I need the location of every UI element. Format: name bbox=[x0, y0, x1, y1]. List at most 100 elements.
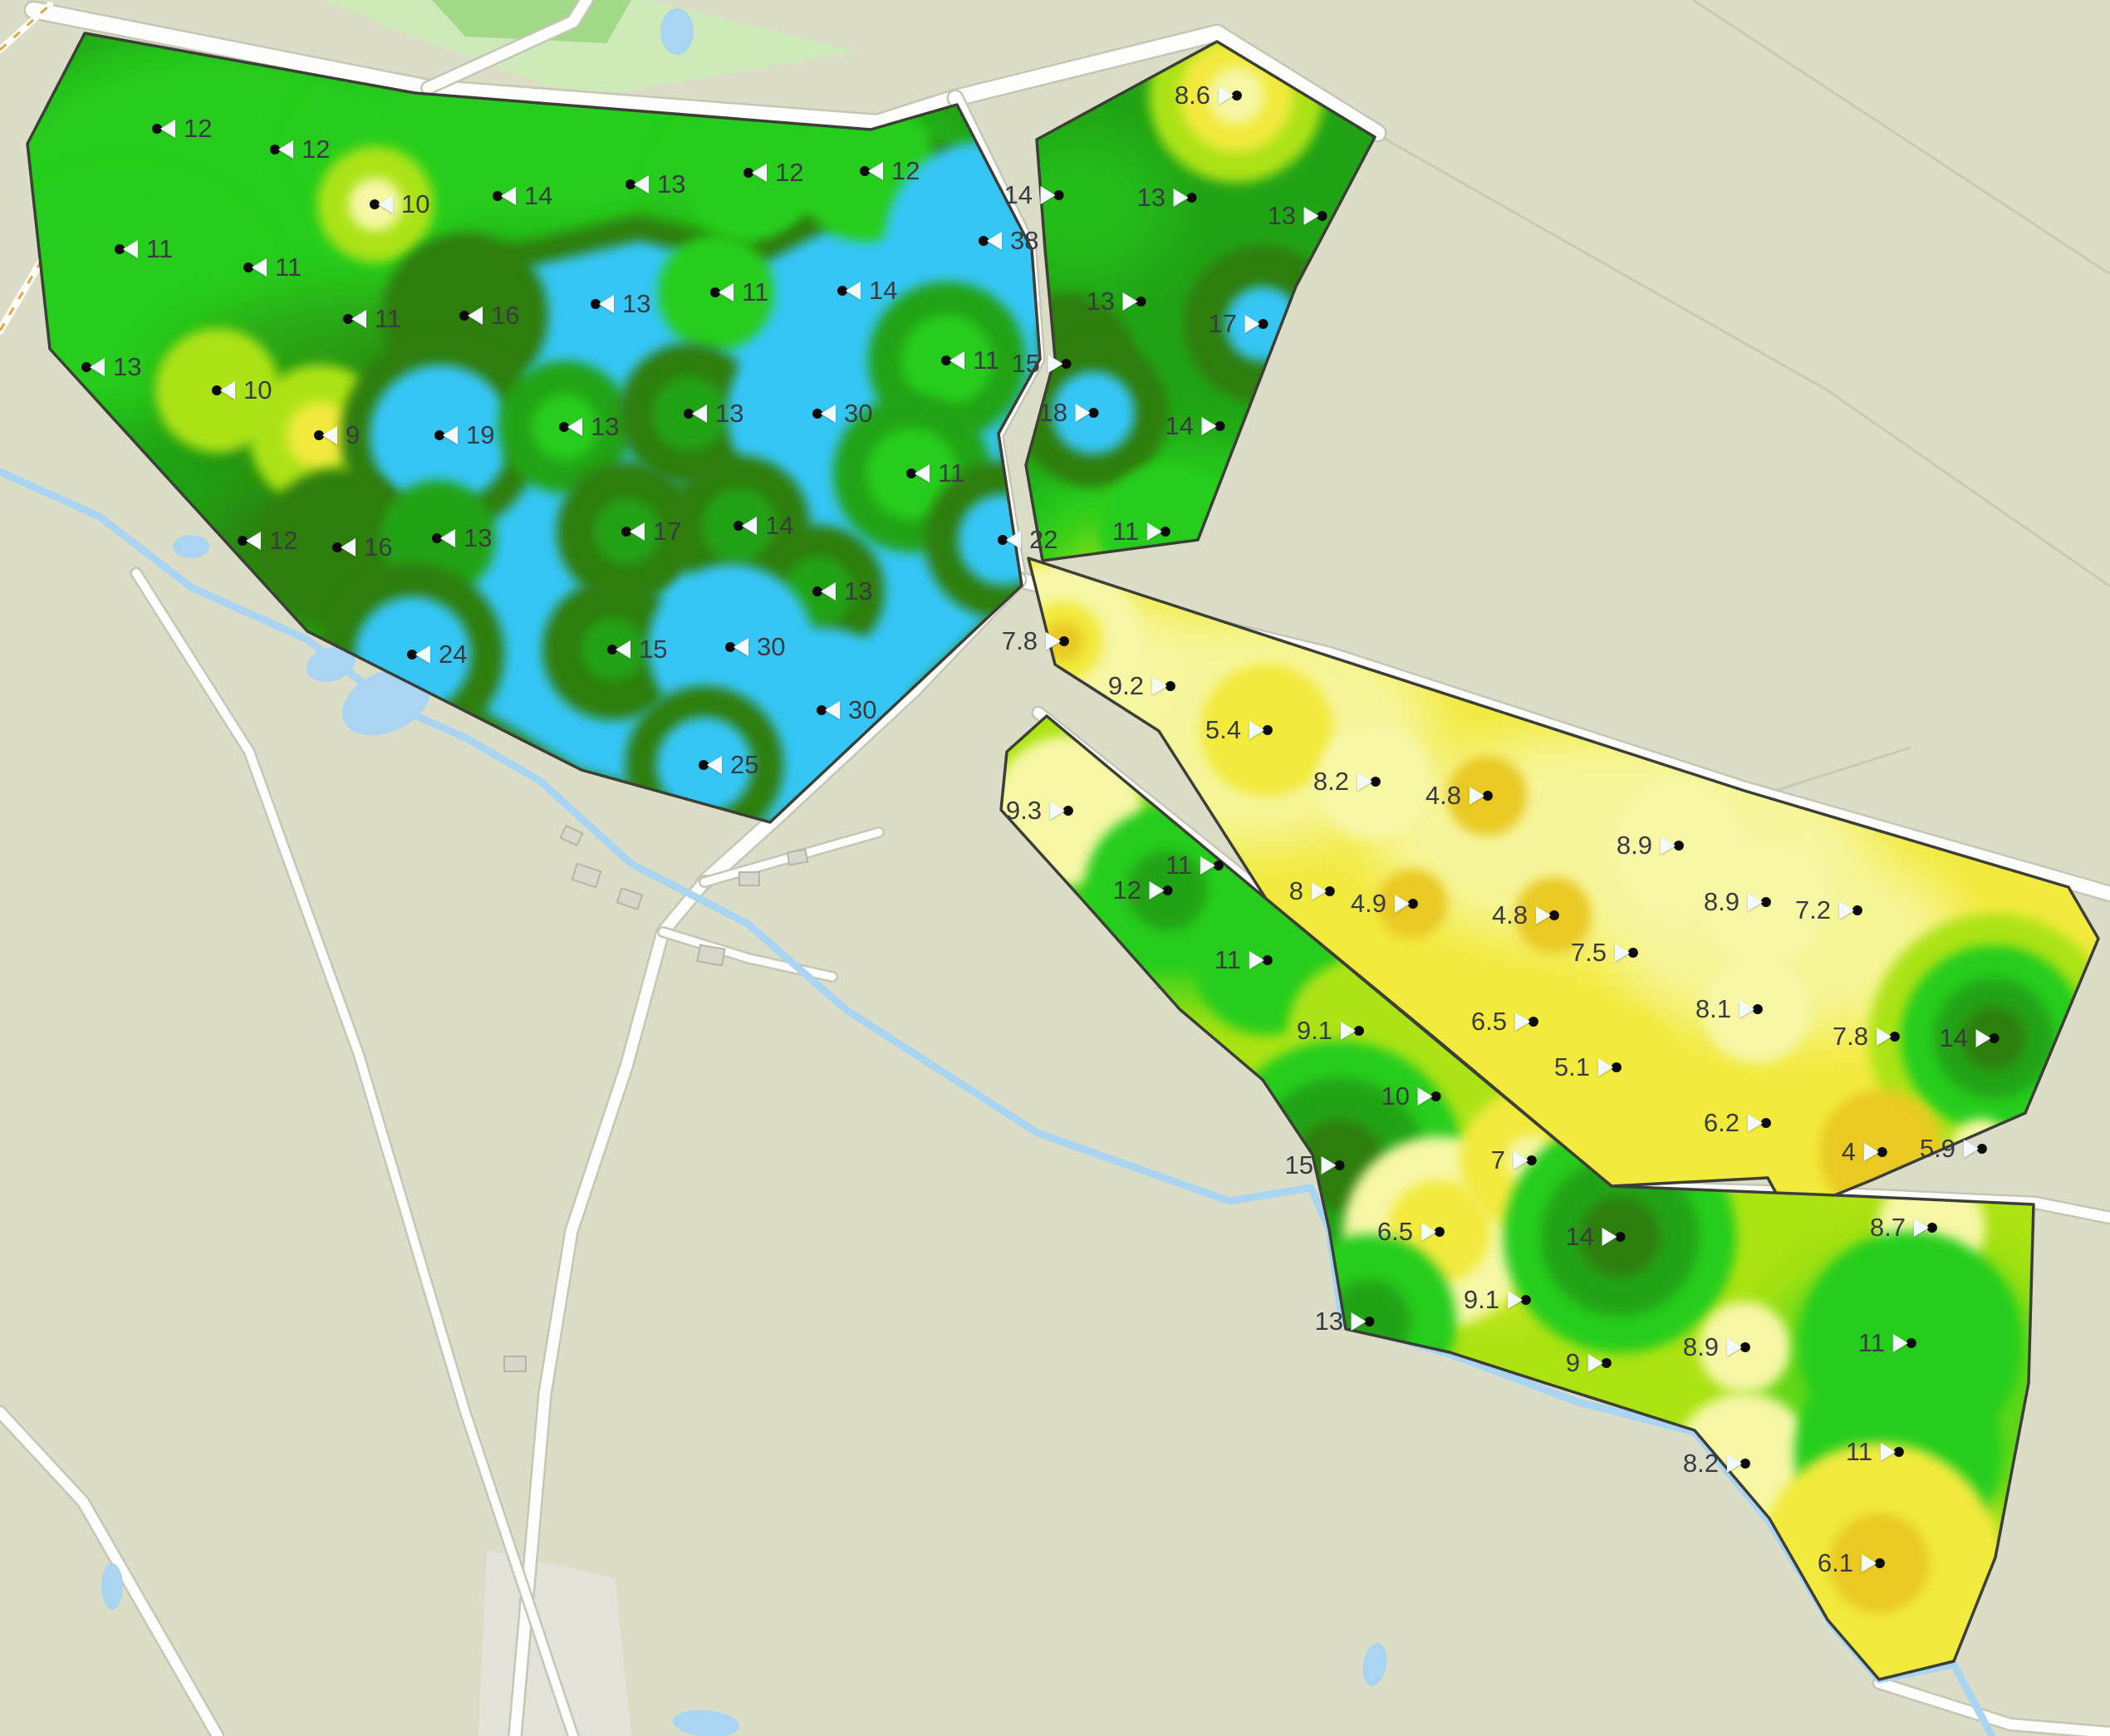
pond bbox=[173, 535, 209, 558]
triangle-left-icon bbox=[734, 638, 748, 656]
data-point-marker[interactable]: 13 bbox=[591, 289, 656, 334]
data-point-marker[interactable]: 8.1 bbox=[1695, 994, 1824, 1039]
data-point-marker[interactable]: 7.8 bbox=[1833, 1022, 1961, 1067]
triangle-right-icon bbox=[1661, 836, 1676, 855]
data-point-marker[interactable]: 11 bbox=[343, 304, 407, 349]
data-point-marker[interactable]: 4.8 bbox=[1492, 900, 1621, 945]
data-point-marker[interactable]: 8.9 bbox=[1683, 1332, 1812, 1377]
data-point-marker[interactable]: 9.1 bbox=[1464, 1285, 1592, 1330]
data-point-marker[interactable]: 13 bbox=[81, 352, 147, 397]
data-point-marker[interactable]: 15 bbox=[607, 635, 673, 679]
data-point-marker[interactable]: 9.2 bbox=[1108, 671, 1237, 716]
data-point-marker[interactable]: 12 bbox=[1113, 875, 1227, 920]
data-point-marker[interactable]: 5.9 bbox=[1920, 1134, 2049, 1179]
data-point-marker[interactable]: 14 bbox=[493, 181, 558, 226]
data-point-marker[interactable]: 14 bbox=[1566, 1222, 1680, 1267]
data-point-marker[interactable]: 5.4 bbox=[1205, 715, 1334, 760]
data-point-marker[interactable]: 15 bbox=[1012, 349, 1126, 394]
data-point-marker[interactable]: 8.2 bbox=[1313, 767, 1442, 812]
data-point-marker[interactable]: 13 bbox=[432, 523, 498, 568]
data-point-marker[interactable]: 30 bbox=[817, 695, 882, 740]
data-point-marker[interactable]: 11 bbox=[1846, 1437, 1956, 1482]
data-point-marker[interactable]: 14 bbox=[734, 511, 799, 556]
data-point-marker[interactable]: 13 bbox=[1087, 287, 1200, 331]
data-point-marker[interactable]: 16 bbox=[332, 532, 398, 577]
point-dot bbox=[1602, 1358, 1612, 1368]
data-point-marker[interactable]: 9.3 bbox=[1006, 796, 1135, 841]
data-point-marker[interactable]: 9.1 bbox=[1297, 1016, 1425, 1061]
data-point-marker[interactable]: 13 bbox=[1315, 1307, 1429, 1351]
data-point-marker[interactable]: 5.1 bbox=[1554, 1052, 1683, 1097]
data-point-marker[interactable]: 10 bbox=[212, 375, 277, 420]
data-point-marker[interactable]: 12 bbox=[270, 135, 336, 179]
point-value: 8.2 bbox=[1682, 1449, 1719, 1478]
data-point-marker[interactable]: 13 bbox=[812, 576, 878, 621]
data-point-marker[interactable]: 7.5 bbox=[1571, 938, 1700, 983]
data-point-marker[interactable]: 38 bbox=[979, 226, 1044, 271]
data-point-marker[interactable]: 13 bbox=[1137, 183, 1251, 228]
point-value: 12 bbox=[891, 156, 920, 185]
data-point-marker[interactable]: 22 bbox=[998, 525, 1063, 570]
data-point-marker[interactable]: 14 bbox=[837, 276, 903, 321]
data-point-marker[interactable]: 12 bbox=[238, 526, 303, 571]
data-point-marker[interactable]: 11 bbox=[1112, 517, 1223, 562]
triangle-right-icon bbox=[1514, 1151, 1529, 1170]
data-point-marker[interactable]: 6.5 bbox=[1377, 1217, 1506, 1262]
point-value: 14 bbox=[869, 276, 898, 305]
data-point-marker[interactable]: 12 bbox=[743, 158, 809, 203]
data-point-marker[interactable]: 25 bbox=[699, 750, 764, 795]
data-point-marker[interactable]: 16 bbox=[459, 301, 525, 346]
data-point-marker[interactable]: 7.8 bbox=[1002, 626, 1131, 671]
data-point-marker[interactable]: 30 bbox=[725, 632, 791, 677]
data-point-marker[interactable]: 11 bbox=[115, 234, 179, 279]
data-point-marker[interactable]: 17 bbox=[621, 517, 687, 562]
data-point-marker[interactable]: 14 bbox=[1940, 1023, 2054, 1068]
building bbox=[571, 862, 602, 889]
data-point-marker[interactable]: 10 bbox=[370, 189, 435, 234]
triangle-left-icon bbox=[415, 645, 430, 664]
data-point-marker[interactable]: 10 bbox=[1381, 1081, 1495, 1126]
point-value: 11 bbox=[1214, 945, 1241, 974]
data-point-marker[interactable]: 30 bbox=[812, 399, 878, 444]
data-point-marker[interactable]: 4.8 bbox=[1425, 781, 1554, 826]
point-dot bbox=[1160, 527, 1170, 537]
data-point-marker[interactable]: 12 bbox=[860, 156, 925, 201]
pond bbox=[1362, 1643, 1387, 1686]
data-point-marker[interactable]: 24 bbox=[407, 640, 473, 684]
data-point-marker[interactable]: 6.5 bbox=[1471, 1007, 1600, 1052]
data-point-marker[interactable]: 8.9 bbox=[1704, 887, 1833, 932]
data-point-marker[interactable]: 7.2 bbox=[1795, 895, 1924, 940]
data-point-marker[interactable]: 9 bbox=[314, 420, 366, 465]
data-point-marker[interactable]: 18 bbox=[1039, 398, 1153, 443]
data-point-marker[interactable]: 4.9 bbox=[1351, 889, 1479, 934]
data-point-marker[interactable]: 19 bbox=[434, 420, 500, 465]
data-point-marker[interactable]: 13 bbox=[684, 399, 749, 444]
data-point-marker[interactable]: 7 bbox=[1491, 1145, 1577, 1190]
data-point-marker[interactable]: 4 bbox=[1842, 1137, 1927, 1182]
data-point-marker[interactable]: 8 bbox=[1289, 876, 1375, 921]
data-point-marker[interactable]: 8.2 bbox=[1683, 1449, 1812, 1493]
data-point-marker[interactable]: 11 bbox=[1858, 1328, 1969, 1373]
data-point-marker[interactable]: 6.2 bbox=[1704, 1108, 1833, 1153]
data-point-marker[interactable]: 12 bbox=[152, 114, 218, 159]
data-point-marker[interactable]: 11 bbox=[1165, 851, 1276, 895]
data-point-marker[interactable]: 13 bbox=[559, 412, 625, 457]
data-point-marker[interactable]: 9 bbox=[1566, 1348, 1651, 1393]
data-point-marker[interactable]: 8.9 bbox=[1617, 831, 1745, 875]
data-point-marker[interactable]: 8.6 bbox=[1175, 81, 1303, 125]
data-point-marker[interactable]: 11 bbox=[1214, 945, 1325, 990]
data-point-marker[interactable]: 17 bbox=[1209, 309, 1322, 354]
data-point-marker[interactable]: 15 bbox=[1285, 1150, 1399, 1195]
data-point-marker[interactable]: 11 bbox=[243, 253, 307, 297]
point-value: 17 bbox=[653, 517, 682, 546]
data-point-marker[interactable]: 11 bbox=[710, 277, 774, 322]
point-dot bbox=[238, 536, 248, 546]
data-point-marker[interactable]: 11 bbox=[941, 346, 1005, 390]
data-point-marker[interactable]: 6.1 bbox=[1818, 1548, 1946, 1593]
data-point-marker[interactable]: 14 bbox=[1165, 411, 1279, 456]
data-point-marker[interactable]: 13 bbox=[626, 169, 691, 214]
data-point-marker[interactable]: 13 bbox=[1268, 201, 1381, 246]
data-point-marker[interactable]: 8.7 bbox=[1870, 1213, 1999, 1258]
data-point-marker[interactable]: 11 bbox=[906, 459, 970, 503]
data-point-marker[interactable]: 14 bbox=[1004, 180, 1118, 225]
